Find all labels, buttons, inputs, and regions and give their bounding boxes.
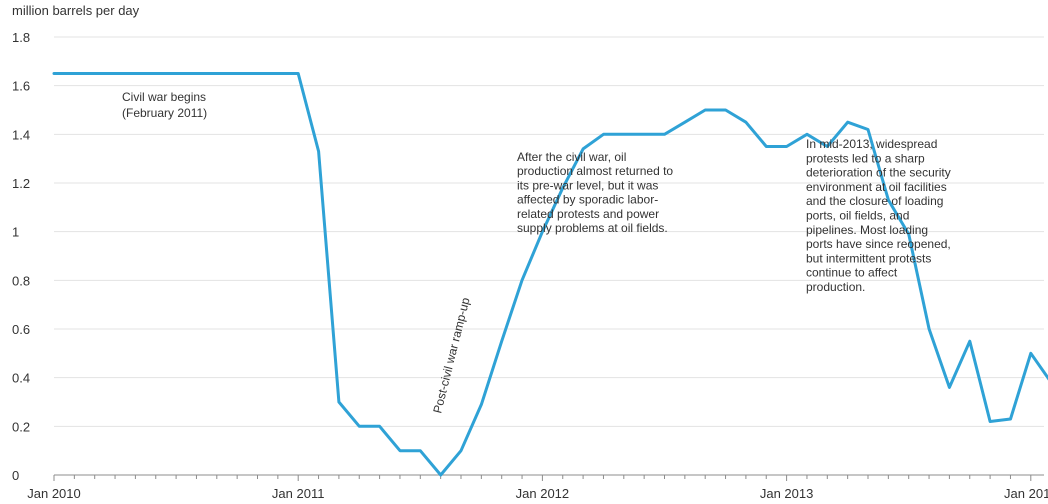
y-tick-label: 1.8 (12, 30, 30, 45)
annotations: Civil war begins (February 2011) After the… (122, 90, 951, 415)
civil-war-annotation: Civil war begins (February 2011) (122, 90, 207, 120)
mid-2013-annotation: In mid-2013, widespread protests led to a… (806, 137, 951, 294)
y-tick-label: 0.2 (12, 419, 30, 434)
y-tick-label: 0.8 (12, 273, 30, 288)
y-tick-label: 0 (12, 468, 19, 483)
after-war-annotation: After the civil war, oil production almos… (517, 150, 673, 235)
y-tick-label: 1 (12, 225, 19, 240)
y-axis-label: million barrels per day (12, 3, 140, 18)
y-tick-label: 1.4 (12, 127, 30, 142)
x-tick-label: Jan 2012 (516, 486, 570, 501)
x-tick-label: Jan 2011 (272, 486, 325, 501)
y-axis-ticks: 0 0.2 0.4 0.6 0.8 1 1.2 1.4 1.6 1.8 (12, 30, 30, 483)
series-line (52, 72, 1048, 477)
y-tick-label: 0.4 (12, 371, 30, 386)
x-axis-ticks: Jan 2010 Jan 2011 Jan 2012 Jan 2013 Jan 2014 (27, 475, 1048, 501)
y-tick-label: 0.6 (12, 322, 30, 337)
x-tick-label: Jan 2013 (760, 486, 814, 501)
ramp-up-annotation: Post-civil war ramp-up (430, 296, 472, 415)
gridlines (54, 36, 1044, 476)
y-tick-label: 1.6 (12, 79, 30, 94)
series-lines (52, 72, 1048, 477)
x-tick-label: Jan 2010 (27, 486, 81, 501)
x-tick-label: Jan 2014 (1004, 486, 1048, 501)
y-tick-label: 1.2 (12, 176, 30, 191)
